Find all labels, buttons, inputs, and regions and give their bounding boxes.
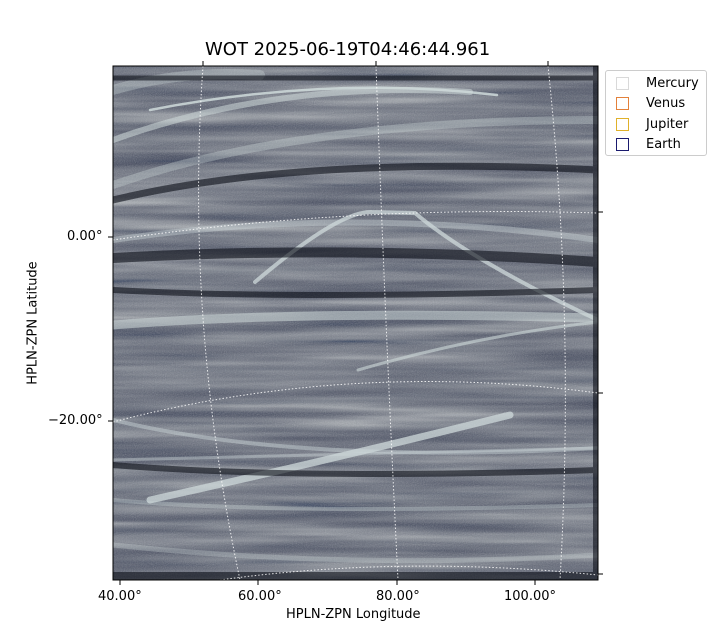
- legend-swatch: [616, 76, 629, 90]
- bright-streaks: [113, 69, 598, 564]
- y-tick-label: 0.00°: [67, 229, 103, 244]
- x-tick-label: 60.00°: [238, 589, 282, 604]
- legend-swatch: [616, 137, 629, 151]
- legend-item-earth: Earth: [616, 135, 681, 153]
- axes-frame: [112, 65, 599, 581]
- legend-label: Jupiter: [646, 116, 689, 132]
- dark-bands: [113, 66, 598, 580]
- legend-item-venus: Venus: [616, 94, 685, 112]
- x-axis-label: HPLN-ZPN Longitude: [286, 607, 421, 622]
- legend-item-jupiter: Jupiter: [616, 115, 688, 133]
- legend-label: Earth: [646, 136, 681, 152]
- legend-label: Mercury: [646, 75, 699, 91]
- x-tick-label: 40.00°: [98, 589, 142, 604]
- legend-swatch: [616, 96, 629, 110]
- coronagraph-image: [113, 66, 598, 580]
- x-tick-label: 80.00°: [376, 589, 420, 604]
- plot-title: WOT 2025-06-19T04:46:44.961: [205, 39, 491, 60]
- legend-swatch: [616, 117, 629, 131]
- x-tick-label: 100.00°: [504, 589, 556, 604]
- coordinate-grid: [113, 66, 598, 580]
- tick-marks: [108, 61, 603, 585]
- y-axis-label: HPLN-ZPN Latitude: [25, 261, 41, 385]
- y-tick-label: −20.00°: [48, 413, 103, 428]
- legend-label: Venus: [646, 95, 686, 111]
- legend-item-mercury: Mercury: [616, 74, 699, 92]
- legend: Mercury Venus Jupiter Earth: [605, 70, 707, 156]
